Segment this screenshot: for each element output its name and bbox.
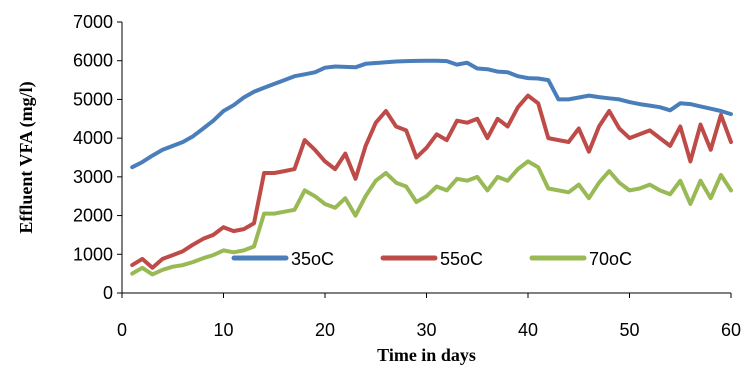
x-tick-label: 50: [619, 320, 639, 340]
series-line-35oC: [130, 58, 733, 170]
x-ticks: 0 10 20 30 40 50 60: [117, 293, 741, 340]
x-tick-label: 0: [117, 320, 127, 340]
legend-label: 35oC: [291, 249, 334, 269]
y-ticks: 0 1000 2000 3000 4000 5000 6000 7000: [73, 12, 122, 303]
legend-label: 70oC: [589, 249, 632, 269]
series-line-70oC: [130, 159, 733, 277]
y-tick-label: 5000: [73, 89, 113, 109]
plot-lines: [130, 58, 733, 277]
legend-label: 55oC: [440, 249, 483, 269]
x-tick-label: 30: [416, 320, 436, 340]
y-tick-label: 1000: [73, 244, 113, 264]
y-tick-label: 0: [103, 283, 113, 303]
x-tick-label: 40: [518, 320, 538, 340]
y-tick-label: 2000: [73, 206, 113, 226]
y-tick-label: 6000: [73, 51, 113, 71]
legend: 35oC 55oC 70oC: [231, 249, 632, 269]
x-tick-label: 20: [315, 320, 335, 340]
x-tick-label: 60: [721, 320, 741, 340]
y-tick-label: 4000: [73, 128, 113, 148]
y-tick-label: 3000: [73, 167, 113, 187]
y-tick-label: 7000: [73, 12, 113, 32]
y-axis-title: Effluent VFA (mg/l): [16, 81, 37, 233]
series-line-55oC: [130, 93, 733, 270]
x-tick-label: 10: [213, 320, 233, 340]
x-axis-title: Time in days: [377, 345, 476, 365]
